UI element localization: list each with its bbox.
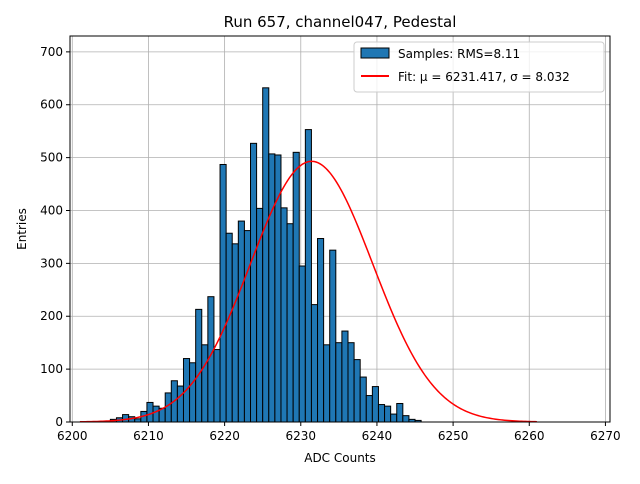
histogram-bar: [213, 349, 221, 423]
x-tick-label: 6270: [590, 429, 621, 443]
legend-label-histogram: Samples: RMS=8.11: [398, 47, 520, 61]
y-tick-label: 0: [55, 415, 63, 429]
y-tick-label: 600: [40, 98, 63, 112]
histogram-bar: [353, 359, 361, 423]
legend: Samples: RMS=8.11 Fit: μ = 6231.417, σ =…: [353, 41, 605, 93]
histogram-bar: [189, 362, 197, 423]
x-tick-label: 6240: [362, 429, 393, 443]
legend-box: [353, 41, 605, 93]
y-axis-label: Entries: [15, 208, 29, 250]
histogram-bar: [225, 232, 233, 423]
x-tick-label: 6230: [286, 429, 317, 443]
x-tick-label: 6250: [438, 429, 469, 443]
histogram-bar: [335, 342, 343, 423]
histogram-bar: [195, 308, 203, 423]
histogram-bar: [243, 230, 252, 423]
histogram-bar: [310, 304, 319, 423]
x-tick-label: 6210: [133, 429, 164, 443]
x-axis-ticks: 6200 6210 6220 6230 6240 6250 6260 6270: [57, 422, 621, 443]
y-tick-label: 200: [40, 309, 63, 323]
histogram-bar: [304, 129, 312, 423]
y-tick-label: 100: [40, 362, 63, 376]
histogram-bar: [164, 392, 172, 423]
histogram-bar: [329, 249, 337, 423]
y-tick-label: 700: [40, 45, 63, 59]
histogram-bar: [384, 405, 392, 423]
x-tick-label: 6200: [57, 429, 88, 443]
histogram-bar: [280, 207, 288, 423]
histogram-bar: [323, 344, 331, 423]
chart-title: Run 657, channel047, Pedestal: [224, 13, 457, 31]
y-tick-label: 300: [40, 256, 63, 270]
histogram-bar: [359, 376, 367, 423]
plot-frame: [69, 35, 611, 423]
histogram-bar: [176, 385, 184, 423]
histogram-bar: [347, 342, 355, 423]
fit-curve: [79, 160, 537, 423]
histogram-bar: [268, 153, 276, 423]
histogram-bar: [377, 404, 386, 423]
histogram-bars: [109, 87, 422, 423]
histogram-bar: [231, 243, 239, 423]
histogram-bar: [201, 344, 209, 423]
histogram-bar: [317, 238, 325, 423]
histogram-bar: [371, 386, 379, 423]
histogram-bar: [402, 415, 410, 423]
histogram-bar: [262, 87, 270, 423]
x-axis-label: ADC Counts: [304, 451, 376, 465]
histogram-bar: [286, 223, 294, 423]
legend-label-fit: Fit: μ = 6231.417, σ = 8.032: [398, 70, 570, 84]
histogram-bar: [292, 151, 300, 423]
histogram-bar: [146, 401, 154, 423]
histogram-bar: [152, 405, 160, 423]
y-axis-ticks: 0 100 200 300 400 500 600 700: [40, 45, 70, 429]
y-tick-label: 500: [40, 151, 63, 165]
histogram-bar: [219, 163, 227, 423]
x-tick-label: 6260: [514, 429, 545, 443]
histogram-bar: [341, 330, 349, 423]
legend-swatch-histogram: [360, 47, 390, 59]
histogram-bar: [122, 414, 130, 423]
histogram-bar: [396, 402, 404, 423]
y-tick-label: 400: [40, 203, 63, 217]
histogram-bar: [237, 220, 245, 423]
histogram-bar: [298, 265, 306, 423]
histogram-bar: [250, 142, 258, 423]
histogram-bar: [390, 413, 398, 423]
x-tick-label: 6220: [209, 429, 240, 443]
histogram-bar: [365, 395, 373, 423]
